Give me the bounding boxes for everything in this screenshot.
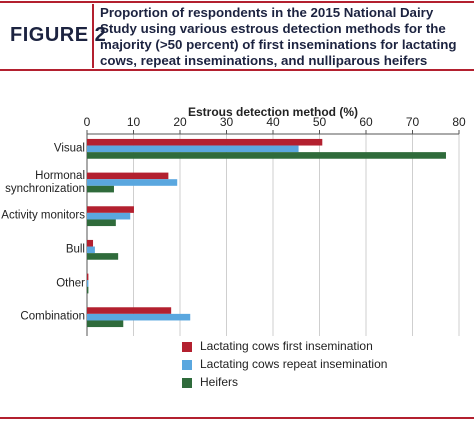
bar bbox=[87, 239, 94, 247]
y-tick-label: Activity monitors bbox=[1, 209, 85, 222]
legend-swatch bbox=[182, 378, 192, 388]
x-tick-label: 40 bbox=[266, 115, 280, 129]
figure-label: FIGURE 2 bbox=[10, 24, 107, 46]
x-tick-label: 50 bbox=[313, 115, 327, 129]
bar bbox=[87, 172, 169, 180]
legend-swatch bbox=[182, 360, 192, 370]
legend-label: Heifers bbox=[200, 375, 238, 389]
bar bbox=[87, 313, 191, 321]
bar bbox=[87, 185, 114, 193]
x-tick-label: 60 bbox=[359, 115, 373, 129]
chart-title: Proportion of respondents in the 2015 Na… bbox=[100, 5, 457, 68]
bar bbox=[87, 280, 89, 287]
x-tick-label: 30 bbox=[220, 115, 234, 129]
bar bbox=[87, 179, 178, 186]
y-tick-label: Combination bbox=[20, 310, 85, 323]
bar bbox=[87, 145, 299, 153]
bar bbox=[87, 286, 89, 294]
bar bbox=[87, 273, 89, 281]
legend-swatch bbox=[182, 342, 192, 352]
bar bbox=[87, 246, 95, 254]
bar bbox=[87, 138, 323, 146]
x-tick-label: 80 bbox=[452, 115, 466, 129]
x-tick-label: 20 bbox=[173, 115, 187, 129]
y-tick-label: Hormonal synchronization bbox=[5, 169, 85, 195]
legend-label: Lactating cows first insemination bbox=[200, 339, 373, 353]
x-tick-label: 10 bbox=[127, 115, 141, 129]
bar bbox=[87, 320, 124, 328]
y-tick-label: Bull bbox=[65, 243, 85, 256]
x-axis-label: Estrous detection method (%) bbox=[188, 105, 358, 119]
bar bbox=[87, 152, 446, 159]
y-tick-label: Other bbox=[56, 277, 85, 289]
bar bbox=[87, 219, 116, 227]
bar bbox=[87, 253, 119, 260]
bar bbox=[87, 307, 172, 314]
y-tick-label: Visual bbox=[53, 142, 85, 155]
bar bbox=[87, 206, 134, 213]
x-tick-label: 0 bbox=[84, 115, 91, 129]
x-tick-label: 70 bbox=[406, 115, 420, 129]
legend-label: Lactating cows repeat insemination bbox=[200, 357, 387, 371]
bar bbox=[87, 212, 131, 220]
